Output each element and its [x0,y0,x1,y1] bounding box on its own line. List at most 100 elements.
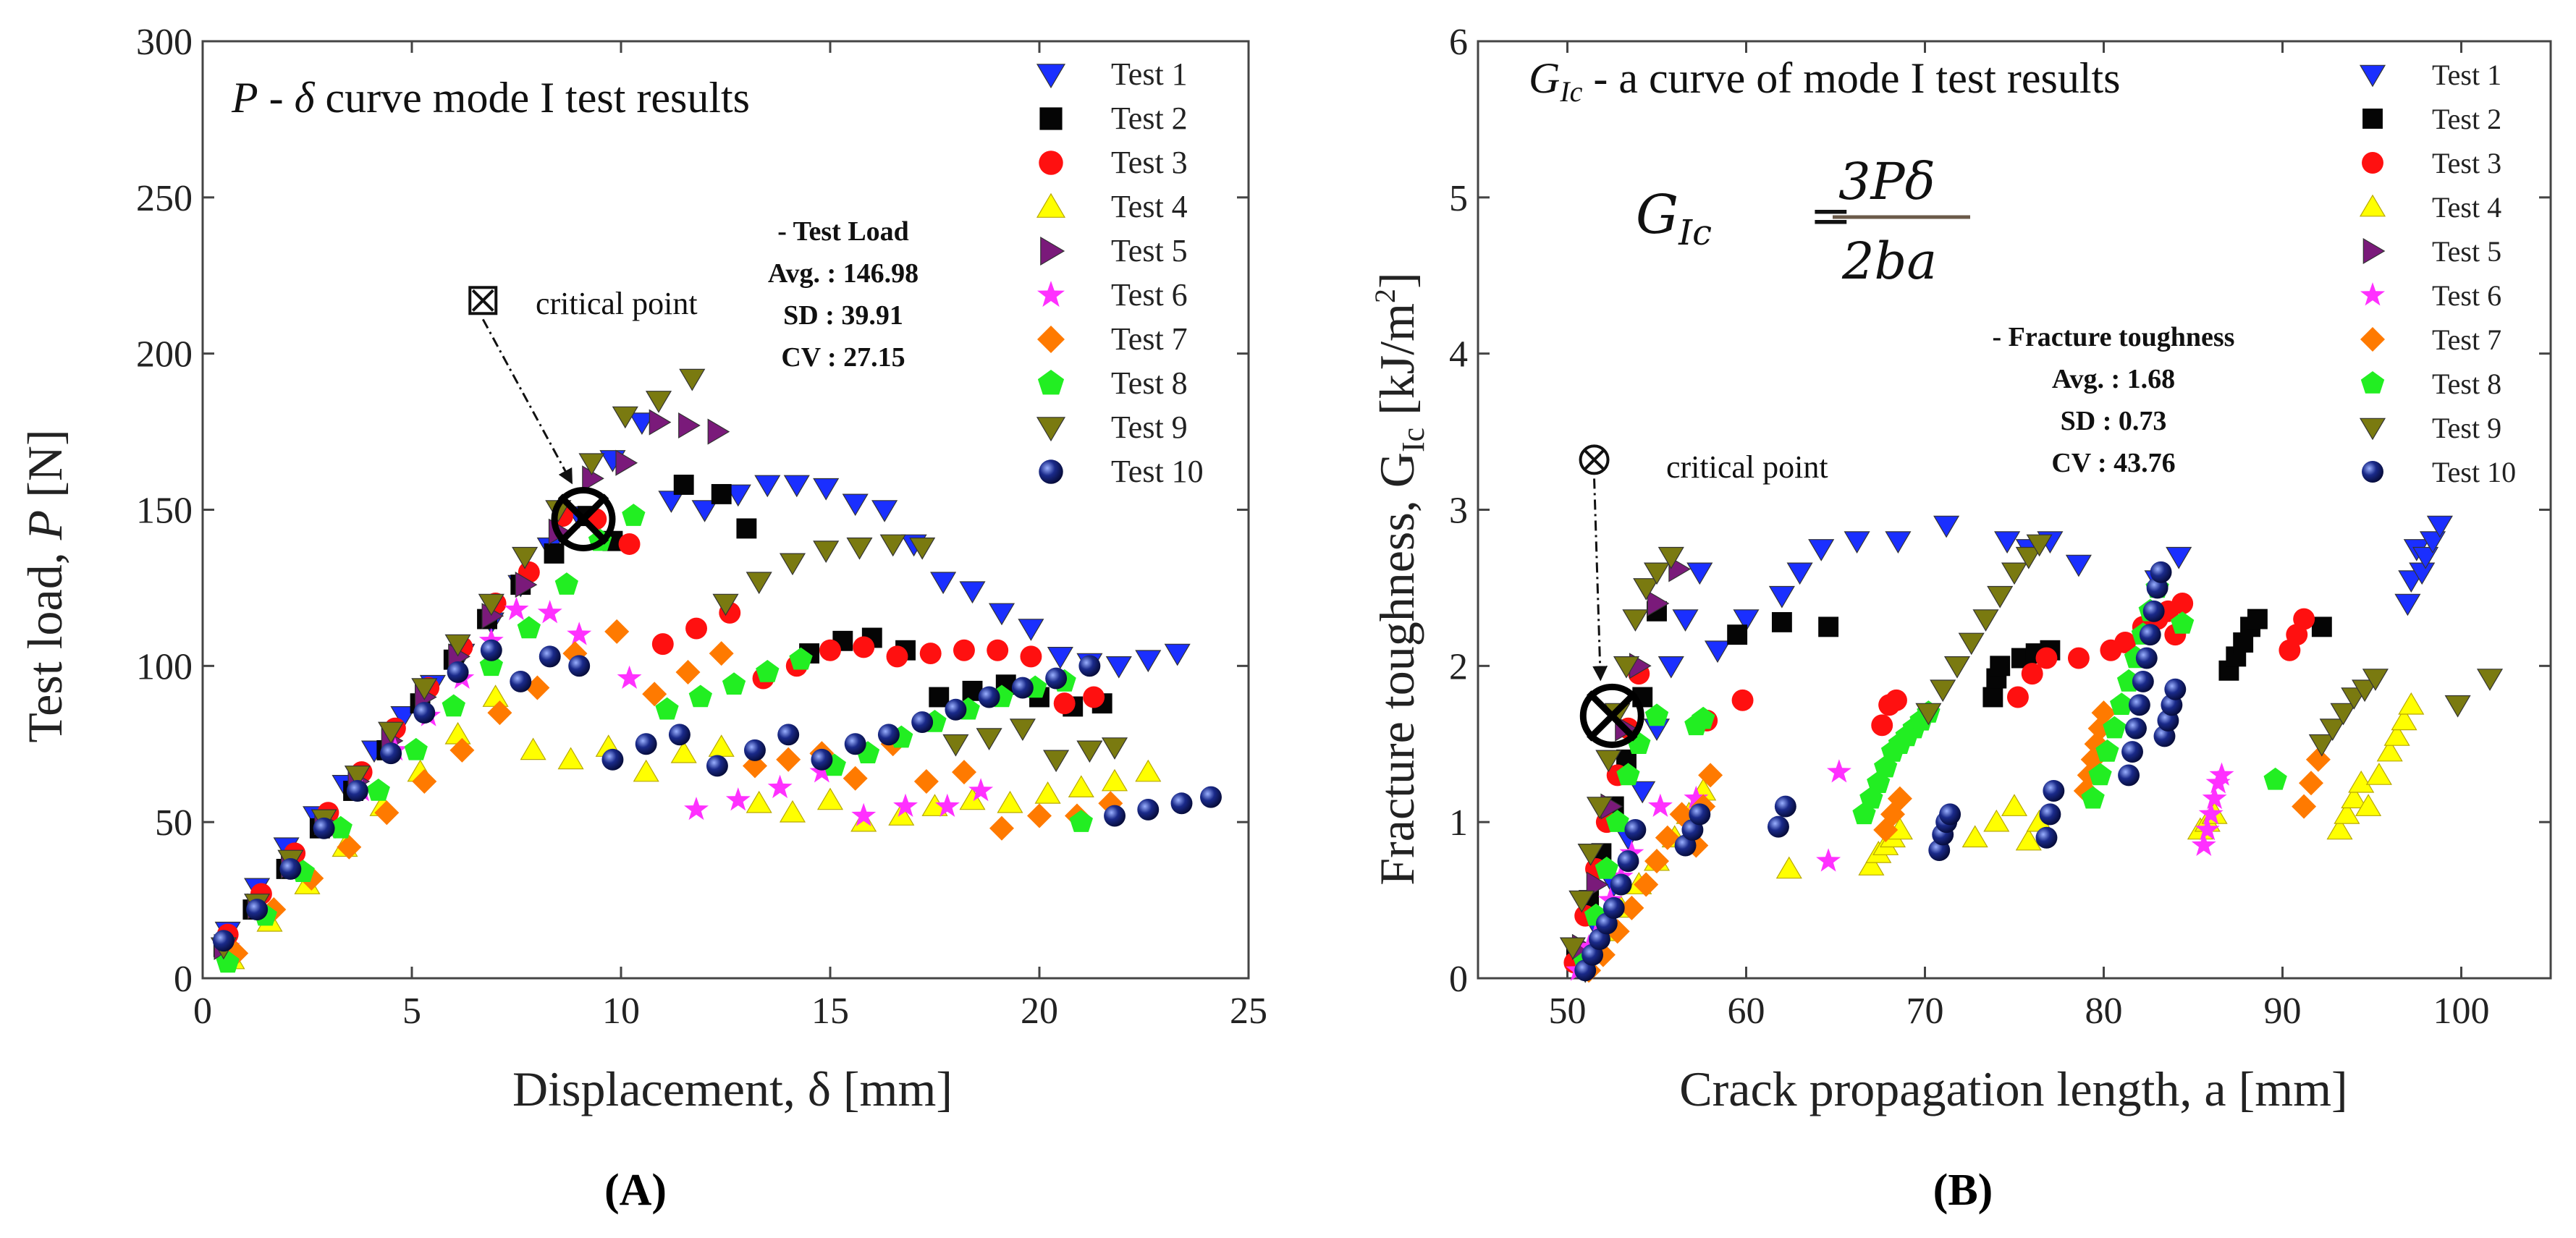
chart-a-point-test-8 [1069,810,1093,832]
chart-a-legend-marker-test-2 [1039,107,1063,130]
chart-a-point-test-4 [779,800,806,823]
chart-b-point-test-9 [2015,546,2042,569]
chart-b-series-test-9 [1559,534,2504,960]
chart-a-point-test-5 [515,572,538,598]
chart-b-point-test-9 [1568,890,1595,913]
chart-b-point-test-4 [2365,763,2392,785]
chart-b-point-test-8 [2088,763,2112,786]
chart-a-point-test-4 [444,721,471,745]
chart-b-point-test-4 [1775,856,1802,879]
chart-a-point-test-4 [1135,759,1162,782]
chart-b-point-test-2 [1771,611,1792,632]
chart-b-point-test-10 [2132,670,2154,692]
chart-a-point-test-3 [886,645,908,668]
chart-a-point-test-1 [1047,646,1073,669]
chart-a-legend-marker-test-6 [1037,281,1065,308]
chart-a-point-test-10 [1170,792,1193,815]
chart-a-legend-marker-test-5 [1040,236,1065,266]
chart-b-point-test-1 [1704,640,1731,663]
chart-b-point-test-9 [2444,695,2471,718]
chart-b-point-test-1 [1786,562,1813,585]
chart-a-point-test-8 [655,697,679,720]
chart-b-point-test-6 [1827,759,1851,783]
chart-b-ytick-label: 1 [1449,802,1468,844]
chart-a-point-test-9 [578,453,605,476]
panel-label-b: (B) [1933,1166,1993,1215]
chart-panel-a: P - δ curve mode I test results Displace… [17,22,1267,1215]
chart-a-point-test-3 [987,639,1009,661]
chart-a-point-test-10 [447,661,469,683]
chart-a-point-test-9 [378,721,405,745]
chart-a-xtick-label: 5 [402,991,421,1032]
chart-a-point-test-6 [767,774,793,799]
chart-b-critical-point [1579,683,1644,748]
chart-b-point-test-9 [1943,656,1971,679]
chart-a-ytick-label: 250 [136,178,193,219]
chart-a-point-test-10 [279,857,302,880]
chart-a-point-test-6 [893,793,918,817]
chart-a-point-test-1 [1135,650,1162,673]
chart-b-point-test-10 [2128,694,2150,716]
chart-a-point-test-10 [413,702,436,724]
formula-lhs: GIc [1636,184,1712,253]
chart-b-point-test-10 [2039,803,2061,826]
chart-b-point-test-1 [2419,531,2446,554]
chart-b-point-test-8 [1692,706,1715,729]
chart-b-point-test-4 [2376,739,2403,762]
chart-b-point-test-7 [1634,872,1659,897]
chart-b-point-test-4 [2326,817,2353,840]
chart-a-point-test-7 [487,700,512,726]
chart-a-point-test-1 [1018,619,1044,641]
chart-a-point-test-4 [708,734,735,757]
chart-b-points [1559,515,2504,983]
chart-a-point-test-2 [736,518,757,539]
chart-b-xtick-label: 70 [1906,991,1944,1032]
chart-a-legend-label-test-9: Test 9 [1111,410,1188,445]
chart-b-xtick-label: 50 [1549,991,1587,1032]
chart-b-point-test-1 [1672,609,1699,632]
chart-b-point-test-3 [2293,608,2315,630]
chart-a-series-test-3 [216,505,1105,946]
chart-b-point-test-2 [2247,609,2268,629]
chart-b-point-test-1 [1686,562,1713,585]
chart-b-point-test-2 [1982,687,2003,708]
chart-b-point-test-1 [1844,531,1870,554]
chart-a-point-test-10 [480,639,502,661]
chart-b-legend-marker-test-3 [2362,152,2383,174]
chart-b-point-test-9 [1622,609,1649,632]
chart-a-point-test-8 [366,779,390,801]
chart-a-legend-label-test-1: Test 1 [1111,56,1188,92]
chart-b-point-test-7 [1655,825,1680,850]
chart-b-point-test-10 [1624,818,1647,841]
chart-b-stats-heading: - Fracture toughness [1993,322,2235,352]
chart-b-point-test-5 [1647,590,1670,617]
chart-b-point-test-9 [1559,937,1586,960]
chart-b-point-test-10 [2121,741,2143,763]
chart-a-point-test-9 [942,734,969,757]
chart-a-point-test-8 [517,616,541,639]
chart-a-point-test-9 [1076,740,1103,763]
chart-b-point-test-10 [2139,624,2161,646]
chart-a-stats-sd: SD : 39.91 [783,300,903,331]
chart-b-point-test-9 [1643,562,1671,585]
chart-a-stats-cv: CV : 27.15 [781,342,905,373]
chart-b-point-test-2 [1990,656,2011,677]
chart-a-point-test-3 [1053,692,1076,715]
chart-a-point-test-9 [512,546,539,569]
chart-b-legend-marker-test-10 [2362,461,2383,483]
chart-b-xtick-label: 80 [2085,991,2123,1032]
chart-a-point-test-9 [712,593,739,616]
chart-b-point-test-9 [1915,703,1942,726]
chart-a-point-test-2 [929,687,950,708]
chart-a-point-test-3 [651,633,674,656]
chart-b-point-test-10 [1602,896,1625,919]
chart-b-point-test-10 [2135,647,2158,669]
chart-b-point-test-4 [2334,802,2360,824]
chart-b-point-test-7 [2305,747,2331,772]
chart-b-point-test-9 [1987,585,2014,609]
chart-a-point-test-7 [913,769,939,794]
chart-b-point-test-9 [2476,669,2504,691]
chart-b-point-test-3 [1731,689,1754,711]
chart-b-point-test-6 [2209,762,2234,786]
chart-a-point-test-10 [777,724,800,746]
